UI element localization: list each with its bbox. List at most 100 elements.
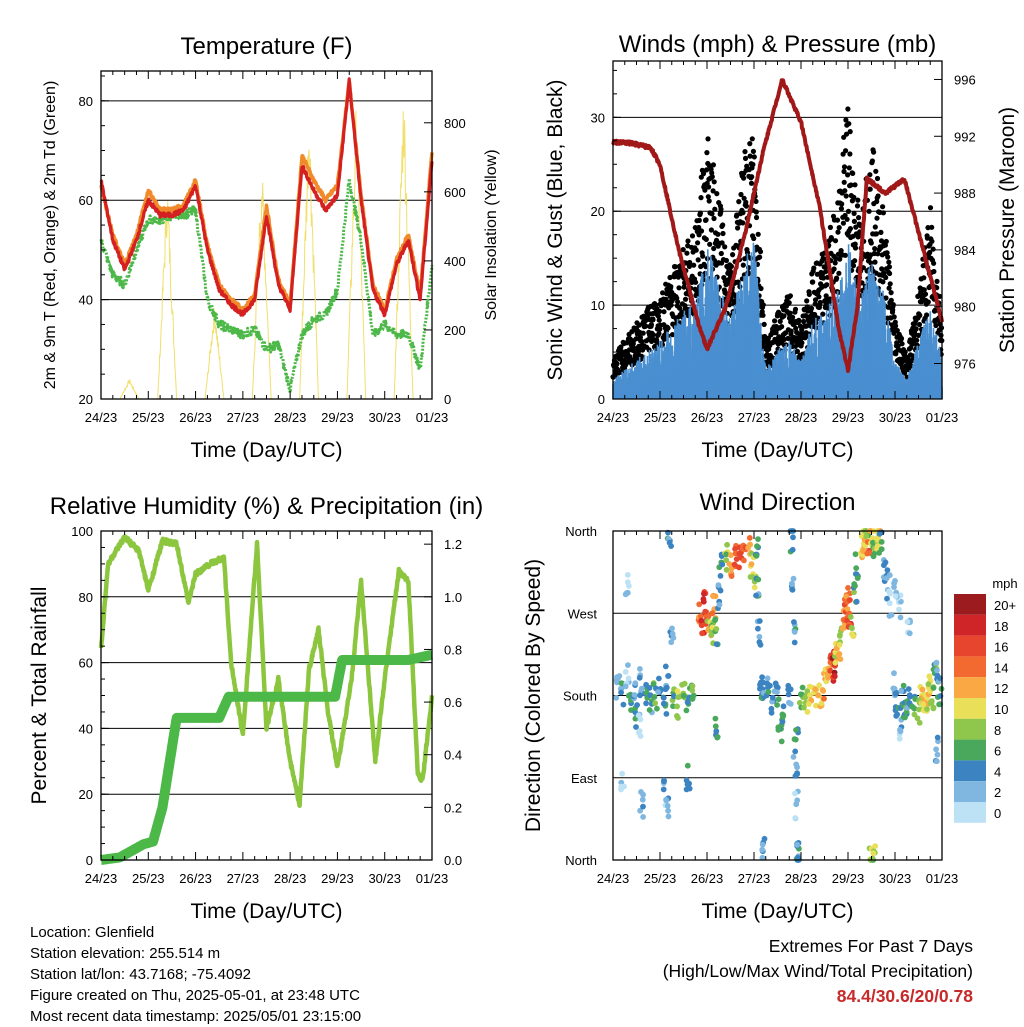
y-tick-label: 30: [591, 110, 605, 125]
direction-point: [759, 854, 766, 861]
y2-tick-label: 1.2: [444, 537, 462, 552]
colorbar-swatch: [954, 718, 986, 740]
gust-point: [924, 312, 930, 318]
direction-point: [774, 684, 781, 691]
gust-point: [854, 203, 861, 209]
direction-point: [660, 786, 667, 793]
gust-point: [697, 210, 704, 216]
gust-point: [748, 180, 755, 186]
gust-point: [929, 224, 935, 230]
gust-point: [656, 331, 662, 337]
direction-point: [636, 674, 643, 681]
direction-point: [802, 694, 809, 701]
gust-point: [657, 326, 663, 332]
gust-point: [832, 238, 839, 244]
direction-point: [790, 534, 796, 541]
direction-point: [624, 589, 631, 596]
gust-point: [834, 275, 840, 281]
direction-point: [656, 675, 662, 682]
direction-point: [665, 673, 672, 679]
colorbar-label: 12: [994, 681, 1008, 696]
gust-point: [931, 268, 937, 275]
direction-point: [914, 715, 921, 722]
gust-point: [696, 217, 702, 223]
station-info: Location: Glenfield Station elevation: 2…: [30, 922, 361, 1027]
direction-point: [753, 552, 760, 559]
direction-point: [793, 727, 799, 733]
direction-point: [894, 711, 901, 718]
direction-point: [639, 796, 646, 803]
direction-point: [665, 807, 671, 814]
y2-tick-label: 400: [444, 254, 466, 269]
direction-point: [827, 667, 834, 674]
direction-point: [625, 692, 632, 699]
gust-point: [840, 220, 847, 226]
direction-point: [679, 681, 685, 688]
direction-point: [780, 703, 787, 710]
gust-point: [868, 240, 874, 246]
direction-point: [870, 553, 877, 559]
gust-point: [933, 322, 939, 329]
gust-point: [855, 197, 861, 203]
y2-tick-label: 980: [954, 300, 976, 315]
direction-point: [761, 835, 768, 842]
direction-point: [751, 584, 758, 591]
direction-point: [631, 692, 638, 698]
direction-point: [852, 583, 858, 589]
direction-point: [812, 686, 819, 693]
direction-point: [712, 723, 719, 730]
gust-point: [817, 299, 823, 306]
x-tick-label: 01/23: [926, 871, 959, 886]
y-tick-label: North: [565, 524, 597, 539]
direction-point: [926, 673, 933, 680]
direction-point: [768, 709, 775, 716]
gust-point: [890, 302, 896, 308]
gust-point: [661, 336, 667, 342]
gust-point: [866, 208, 872, 214]
gust-point: [891, 314, 897, 320]
direction-point: [845, 585, 851, 591]
direction-point: [878, 539, 885, 545]
direction-point: [759, 674, 765, 681]
direction-point: [815, 692, 821, 699]
direction-point: [821, 695, 827, 702]
direction-point: [684, 762, 691, 769]
direction-point: [716, 601, 723, 608]
direction-point: [756, 618, 763, 624]
colorbar-label: 14: [994, 660, 1008, 675]
direction-point: [669, 625, 675, 632]
direction-point: [898, 688, 905, 694]
direction-point: [640, 791, 646, 798]
direction-point: [933, 758, 940, 765]
gust-point: [723, 257, 730, 264]
gust-point: [643, 323, 649, 329]
direction-point: [780, 712, 787, 719]
gust-point: [772, 318, 778, 324]
direction-point: [906, 630, 913, 637]
y2-tick-label: 0: [444, 392, 451, 407]
gust-point: [750, 161, 756, 168]
gust-point: [853, 224, 859, 230]
gust-point: [711, 215, 717, 222]
gust-point: [650, 332, 656, 338]
direction-point: [769, 694, 776, 701]
gust-point: [696, 232, 702, 238]
gust-point: [668, 302, 674, 308]
direction-point: [624, 572, 631, 578]
gust-point: [796, 317, 802, 323]
y2-tick-label: 992: [954, 129, 976, 144]
x-axis-label: Time (Day/UTC): [190, 439, 342, 462]
gust-point: [663, 296, 669, 302]
gust-point: [836, 270, 842, 276]
y2-tick-label: 0.8: [444, 642, 462, 657]
gust-point: [693, 247, 699, 253]
direction-point: [664, 802, 671, 809]
y-tick-label: East: [571, 771, 597, 786]
gust-point: [760, 302, 766, 308]
direction-point: [712, 715, 719, 722]
gust-point: [875, 193, 881, 199]
y2-tick-label: 1.0: [444, 590, 462, 605]
panel-title: Temperature (F): [180, 33, 352, 60]
gust-point: [704, 150, 710, 156]
gust-point: [710, 162, 717, 168]
